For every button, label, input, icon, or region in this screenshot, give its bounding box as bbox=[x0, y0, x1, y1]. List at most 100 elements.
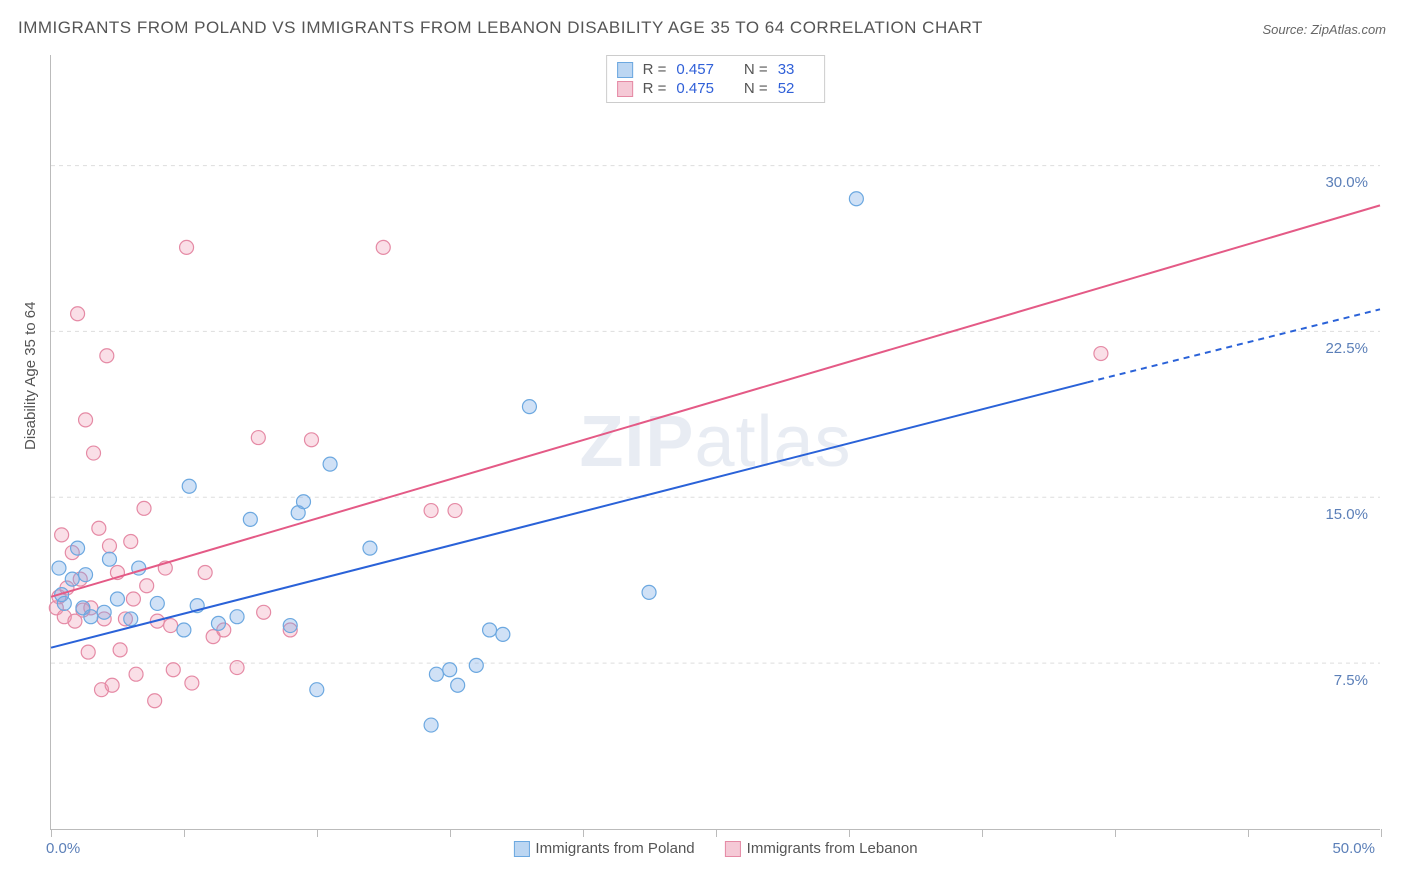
scatter-point bbox=[443, 663, 457, 677]
scatter-point bbox=[124, 612, 138, 626]
scatter-point bbox=[100, 349, 114, 363]
legend-swatch-lebanon bbox=[725, 841, 741, 857]
legend-swatch-lebanon bbox=[617, 81, 633, 97]
scatter-point bbox=[424, 504, 438, 518]
x-tick bbox=[849, 829, 850, 837]
scatter-lebanon bbox=[49, 240, 1108, 707]
scatter-point bbox=[84, 610, 98, 624]
scatter-point bbox=[177, 623, 191, 637]
y-tick-label: 15.0% bbox=[1325, 506, 1368, 523]
scatter-point bbox=[451, 678, 465, 692]
n-value-lebanon: 52 bbox=[778, 80, 795, 97]
scatter-point bbox=[211, 616, 225, 630]
source-attribution: Source: ZipAtlas.com bbox=[1262, 22, 1386, 37]
scatter-point bbox=[642, 585, 656, 599]
scatter-point bbox=[310, 683, 324, 697]
scatter-point bbox=[97, 605, 111, 619]
scatter-point bbox=[522, 400, 536, 414]
legend-stats-row-1: R = 0.457 N = 33 bbox=[617, 60, 815, 79]
scatter-point bbox=[251, 431, 265, 445]
legend-swatch-poland bbox=[513, 841, 529, 857]
scatter-point bbox=[424, 718, 438, 732]
scatter-point bbox=[126, 592, 140, 606]
scatter-point bbox=[81, 645, 95, 659]
scatter-point bbox=[71, 307, 85, 321]
plot-svg bbox=[51, 55, 1380, 829]
scatter-point bbox=[92, 521, 106, 535]
scatter-point bbox=[243, 512, 257, 526]
scatter-point bbox=[87, 446, 101, 460]
scatter-point bbox=[363, 541, 377, 555]
y-tick-label: 7.5% bbox=[1334, 672, 1368, 689]
legend-label-poland: Immigrants from Poland bbox=[535, 840, 694, 857]
scatter-point bbox=[105, 678, 119, 692]
legend-stats-row-2: R = 0.475 N = 52 bbox=[617, 79, 815, 98]
scatter-point bbox=[198, 565, 212, 579]
regression-lines bbox=[51, 205, 1380, 647]
n-value-poland: 33 bbox=[778, 61, 795, 78]
scatter-point bbox=[79, 568, 93, 582]
n-label: N = bbox=[744, 61, 768, 78]
scatter-point bbox=[113, 643, 127, 657]
legend-item-lebanon: Immigrants from Lebanon bbox=[725, 840, 918, 857]
r-label: R = bbox=[643, 80, 667, 97]
plot-area: ZIPatlas R = 0.457 N = 33 R = 0.475 N = … bbox=[50, 55, 1380, 830]
x-tick bbox=[583, 829, 584, 837]
scatter-point bbox=[304, 433, 318, 447]
scatter-point bbox=[469, 658, 483, 672]
r-label: R = bbox=[643, 61, 667, 78]
scatter-point bbox=[483, 623, 497, 637]
r-value-lebanon: 0.475 bbox=[676, 80, 714, 97]
legend-stats: R = 0.457 N = 33 R = 0.475 N = 52 bbox=[606, 55, 826, 103]
scatter-point bbox=[140, 579, 154, 593]
scatter-point bbox=[57, 596, 71, 610]
scatter-point bbox=[230, 661, 244, 675]
y-tick-label: 30.0% bbox=[1325, 174, 1368, 191]
scatter-point bbox=[102, 552, 116, 566]
x-axis-start-label: 0.0% bbox=[46, 840, 80, 857]
legend-bottom: Immigrants from Poland Immigrants from L… bbox=[513, 840, 917, 857]
scatter-point bbox=[65, 572, 79, 586]
x-tick bbox=[184, 829, 185, 837]
legend-label-lebanon: Immigrants from Lebanon bbox=[747, 840, 918, 857]
scatter-point bbox=[230, 610, 244, 624]
scatter-point bbox=[496, 627, 510, 641]
scatter-point bbox=[164, 619, 178, 633]
scatter-point bbox=[150, 596, 164, 610]
x-tick bbox=[1381, 829, 1382, 837]
x-tick bbox=[716, 829, 717, 837]
scatter-point bbox=[110, 592, 124, 606]
x-tick bbox=[317, 829, 318, 837]
legend-item-poland: Immigrants from Poland bbox=[513, 840, 694, 857]
gridlines bbox=[51, 166, 1380, 664]
scatter-point bbox=[185, 676, 199, 690]
scatter-point bbox=[257, 605, 271, 619]
x-tick bbox=[1115, 829, 1116, 837]
n-label: N = bbox=[744, 80, 768, 97]
r-value-poland: 0.457 bbox=[676, 61, 714, 78]
scatter-point bbox=[283, 619, 297, 633]
scatter-point bbox=[124, 535, 138, 549]
scatter-point bbox=[148, 694, 162, 708]
scatter-point bbox=[448, 504, 462, 518]
y-tick-label: 22.5% bbox=[1325, 340, 1368, 357]
x-tick bbox=[1248, 829, 1249, 837]
scatter-point bbox=[71, 541, 85, 555]
scatter-point bbox=[429, 667, 443, 681]
scatter-point bbox=[55, 528, 69, 542]
scatter-point bbox=[52, 561, 66, 575]
scatter-point bbox=[297, 495, 311, 509]
scatter-point bbox=[180, 240, 194, 254]
scatter-point bbox=[137, 501, 151, 515]
scatter-point bbox=[79, 413, 93, 427]
scatter-point bbox=[102, 539, 116, 553]
scatter-point bbox=[129, 667, 143, 681]
x-axis-end-label: 50.0% bbox=[1332, 840, 1375, 857]
x-tick bbox=[450, 829, 451, 837]
scatter-point bbox=[182, 479, 196, 493]
scatter-point bbox=[376, 240, 390, 254]
x-tick bbox=[982, 829, 983, 837]
x-tick bbox=[51, 829, 52, 837]
chart-title: IMMIGRANTS FROM POLAND VS IMMIGRANTS FRO… bbox=[18, 18, 983, 38]
scatter-point bbox=[849, 192, 863, 206]
